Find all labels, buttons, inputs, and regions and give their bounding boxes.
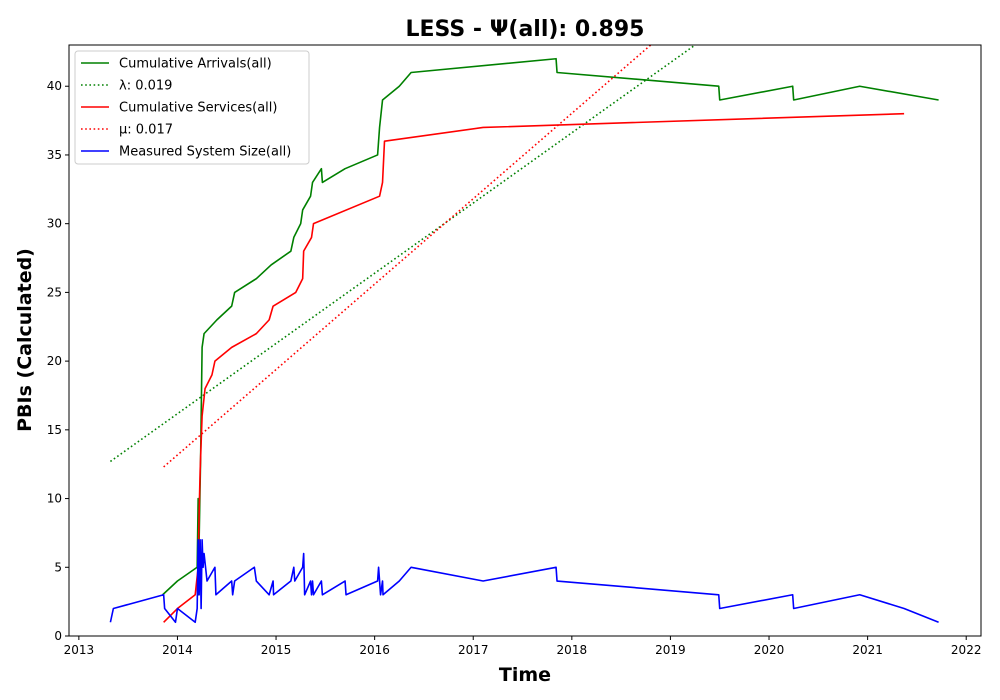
y-tick-label: 30 — [47, 217, 62, 231]
plot-lines — [109, 45, 939, 624]
x-axis-label: Time — [499, 664, 551, 686]
x-tick-label: 2016 — [359, 643, 390, 657]
y-tick-label: 15 — [47, 423, 62, 437]
x-tick-label: 2022 — [951, 643, 982, 657]
y-tick-label: 10 — [47, 492, 62, 506]
y-tick-label: 0 — [54, 629, 62, 643]
legend: Cumulative Arrivals(all) λ: 0.019 Cumulati… — [74, 50, 310, 165]
chart-title: LESS - Ψ(all): 0.895 — [406, 17, 645, 42]
legend-label: Cumulative Arrivals(all) — [119, 57, 272, 72]
x-tick-label: 2019 — [655, 643, 686, 657]
x-tick-label: 2017 — [458, 643, 489, 657]
x-tick-label: 2013 — [64, 643, 95, 657]
legend-box — [74, 50, 310, 165]
legend-label: Cumulative Services(all) — [119, 101, 277, 116]
y-tick-label: 5 — [54, 560, 62, 574]
legend-label: μ: 0.017 — [119, 123, 173, 138]
legend-label: λ: 0.019 — [119, 79, 172, 94]
y-axis-label: PBIs (Calculated) — [14, 248, 36, 432]
x-tick-label: 2014 — [162, 643, 193, 657]
x-tick-label: 2018 — [557, 643, 588, 657]
x-axis: 2013 2014 2015 2016 2017 2018 2019 2020 2021 2022 — [64, 636, 982, 657]
legend-label: Measured System Size(all) — [119, 145, 291, 160]
series-line-5 — [109, 538, 939, 624]
x-tick-label: 2021 — [852, 643, 883, 657]
plot-frame — [68, 44, 982, 637]
x-tick-label: 2015 — [261, 643, 292, 657]
y-tick-label: 40 — [47, 79, 62, 93]
y-tick-label: 35 — [47, 148, 62, 162]
y-tick-label: 20 — [47, 354, 62, 368]
y-axis: 0 5 10 15 20 25 30 35 40 — [47, 79, 69, 643]
series-line-3 — [163, 112, 905, 623]
y-tick-label: 25 — [47, 285, 62, 299]
x-tick-label: 2020 — [754, 643, 785, 657]
